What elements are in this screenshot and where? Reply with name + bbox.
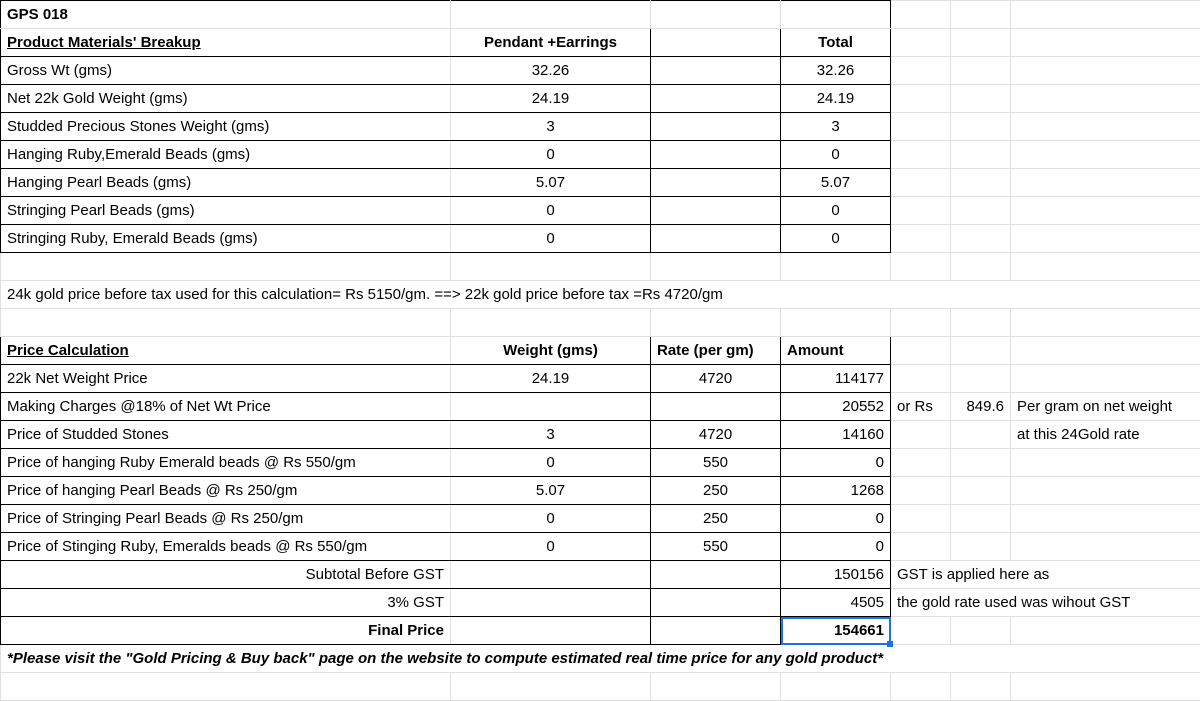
materials-header-col1[interactable]: Pendant +Earrings — [451, 29, 651, 57]
side-note-rate[interactable]: 849.6 — [951, 393, 1011, 421]
materials-row-val[interactable]: 32.26 — [451, 57, 651, 85]
calc-row-label[interactable]: 22k Net Weight Price — [1, 365, 451, 393]
calc-row-label[interactable]: Price of Studded Stones — [1, 421, 451, 449]
materials-row-val[interactable]: 0 — [451, 141, 651, 169]
calc-row-rate[interactable]: 250 — [651, 505, 781, 533]
calc-row-label[interactable]: Price of Stinging Ruby, Emeralds beads @… — [1, 533, 451, 561]
materials-row-total[interactable]: 32.26 — [781, 57, 891, 85]
calc-row-label[interactable]: Making Charges @18% of Net Wt Price — [1, 393, 451, 421]
calc-row-weight[interactable]: 24.19 — [451, 365, 651, 393]
final-price-amount[interactable]: 154661 — [781, 617, 891, 645]
calc-row-label[interactable]: Price of Stringing Pearl Beads @ Rs 250/… — [1, 505, 451, 533]
calc-row-weight[interactable] — [451, 393, 651, 421]
gst-note-2[interactable]: the gold rate used was wihout GST — [891, 589, 1200, 617]
calc-header-label[interactable]: Price Calculation — [1, 337, 451, 365]
side-note-or[interactable]: or Rs — [891, 393, 951, 421]
calc-row-label[interactable]: Price of hanging Pearl Beads @ Rs 250/gm — [1, 477, 451, 505]
subtotal-label[interactable]: Subtotal Before GST — [1, 561, 451, 589]
materials-row-total[interactable]: 5.07 — [781, 169, 891, 197]
calc-header-rate[interactable]: Rate (per gm) — [651, 337, 781, 365]
materials-row-total[interactable]: 0 — [781, 197, 891, 225]
side-note-tail[interactable]: Per gram on net weight — [1011, 393, 1200, 421]
calc-row-amount[interactable]: 0 — [781, 449, 891, 477]
side-note-stones[interactable]: at this 24Gold rate — [1011, 421, 1200, 449]
calc-row-weight[interactable]: 0 — [451, 533, 651, 561]
materials-row-val[interactable]: 24.19 — [451, 85, 651, 113]
calc-row-amount[interactable]: 14160 — [781, 421, 891, 449]
calc-row-rate[interactable] — [651, 393, 781, 421]
materials-row-total[interactable]: 24.19 — [781, 85, 891, 113]
calc-row-weight[interactable]: 3 — [451, 421, 651, 449]
materials-header-label[interactable]: Product Materials' Breakup — [1, 29, 451, 57]
materials-row-total[interactable]: 3 — [781, 113, 891, 141]
spreadsheet-region[interactable]: GPS 018 Product Materials' Breakup Penda… — [0, 0, 1200, 701]
product-code[interactable]: GPS 018 — [1, 1, 451, 29]
gold-price-note[interactable]: 24k gold price before tax used for this … — [1, 281, 1200, 309]
materials-row-label[interactable]: Net 22k Gold Weight (gms) — [1, 85, 451, 113]
calc-row-weight[interactable]: 0 — [451, 505, 651, 533]
gst-note-1[interactable]: GST is applied here as — [891, 561, 1200, 589]
materials-header-total[interactable]: Total — [781, 29, 891, 57]
materials-row-label[interactable]: Hanging Ruby,Emerald Beads (gms) — [1, 141, 451, 169]
materials-row-val[interactable]: 0 — [451, 197, 651, 225]
calc-row-amount[interactable]: 114177 — [781, 365, 891, 393]
calc-row-rate[interactable]: 250 — [651, 477, 781, 505]
materials-row-label[interactable]: Studded Precious Stones Weight (gms) — [1, 113, 451, 141]
footer-note[interactable]: *Please visit the "Gold Pricing & Buy ba… — [1, 645, 1200, 673]
materials-row-val[interactable]: 0 — [451, 225, 651, 253]
final-price-label[interactable]: Final Price — [1, 617, 451, 645]
materials-row-label[interactable]: Stringing Ruby, Emerald Beads (gms) — [1, 225, 451, 253]
calc-row-rate[interactable]: 550 — [651, 449, 781, 477]
subtotal-amount[interactable]: 150156 — [781, 561, 891, 589]
calc-row-amount[interactable]: 0 — [781, 533, 891, 561]
calc-row-weight[interactable]: 5.07 — [451, 477, 651, 505]
calc-header-weight[interactable]: Weight (gms) — [451, 337, 651, 365]
calc-header-amount[interactable]: Amount — [781, 337, 891, 365]
gst-amount[interactable]: 4505 — [781, 589, 891, 617]
materials-row-total[interactable]: 0 — [781, 141, 891, 169]
pricing-table: GPS 018 Product Materials' Breakup Penda… — [0, 0, 1200, 701]
materials-row-val[interactable]: 5.07 — [451, 169, 651, 197]
calc-row-label[interactable]: Price of hanging Ruby Emerald beads @ Rs… — [1, 449, 451, 477]
calc-row-amount[interactable]: 20552 — [781, 393, 891, 421]
gst-label[interactable]: 3% GST — [1, 589, 451, 617]
materials-row-total[interactable]: 0 — [781, 225, 891, 253]
calc-row-rate[interactable]: 4720 — [651, 365, 781, 393]
calc-row-rate[interactable]: 4720 — [651, 421, 781, 449]
calc-row-amount[interactable]: 0 — [781, 505, 891, 533]
materials-row-label[interactable]: Hanging Pearl Beads (gms) — [1, 169, 451, 197]
calc-row-rate[interactable]: 550 — [651, 533, 781, 561]
materials-row-val[interactable]: 3 — [451, 113, 651, 141]
materials-row-label[interactable]: Stringing Pearl Beads (gms) — [1, 197, 451, 225]
materials-row-label[interactable]: Gross Wt (gms) — [1, 57, 451, 85]
calc-row-weight[interactable]: 0 — [451, 449, 651, 477]
calc-row-amount[interactable]: 1268 — [781, 477, 891, 505]
